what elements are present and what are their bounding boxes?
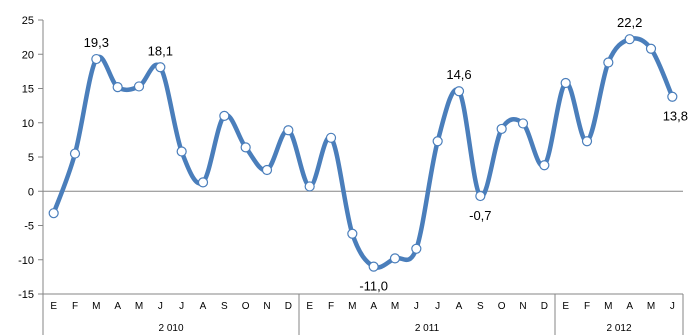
data-point-marker: [645, 43, 657, 54]
y-axis: 25 20 15 10 5 0 -5 -10 -15: [18, 15, 44, 335]
data-point-marker: [432, 136, 443, 147]
data-point-marker: [283, 125, 294, 136]
data-point-marker: [368, 261, 379, 272]
month-tick-label: S: [477, 301, 484, 312]
y-tick-label: 0: [28, 186, 34, 198]
data-label: 22,2: [617, 15, 642, 30]
y-tick-label: 20: [22, 49, 34, 61]
month-tick-label: N: [263, 301, 270, 312]
x-axis: E F M A M J J A S O N D E F M A M J J A S O N D E F M A M J 2 010 2 011…: [42, 190, 684, 335]
data-labels: 19,3 18,1 -11,0 14,6 -0,7 22,2 13,8: [84, 15, 688, 293]
month-tick-label: J: [435, 301, 440, 312]
month-tick-label: A: [370, 301, 377, 312]
month-tick-label: E: [50, 301, 57, 312]
data-point-marker: [155, 62, 166, 73]
data-point-marker: [539, 160, 550, 171]
month-tick-label: A: [456, 301, 463, 312]
data-point-marker: [112, 82, 123, 93]
data-point-marker: [581, 136, 593, 147]
month-tick-label: O: [242, 301, 250, 312]
data-point-marker: [560, 77, 571, 89]
month-tick-label: D: [541, 301, 548, 312]
series-line: [51, 36, 675, 270]
data-point-marker: [517, 118, 529, 129]
month-tick-label: A: [626, 301, 633, 312]
data-point-marker: [197, 177, 209, 188]
data-point-marker: [304, 181, 315, 192]
y-tick-label: -5: [24, 221, 34, 233]
month-tick-label: E: [306, 301, 313, 312]
month-tick-label: A: [114, 301, 121, 312]
month-tick-label: M: [647, 301, 655, 312]
month-tick-label: S: [221, 301, 228, 312]
y-tick-label: -15: [18, 289, 34, 301]
data-label: -11,0: [359, 279, 388, 294]
data-point-marker: [133, 81, 145, 92]
data-point-marker: [667, 91, 678, 102]
year-label: 2 010: [158, 323, 183, 334]
y-tick-label: 15: [22, 84, 34, 96]
month-tick-label: J: [670, 301, 675, 312]
data-point-marker: [240, 142, 251, 153]
month-tick-label: J: [158, 301, 163, 312]
month-tick-label: A: [200, 301, 207, 312]
month-tick-label: J: [179, 301, 184, 312]
data-label: -0,7: [469, 208, 491, 223]
year-label: 2 012: [606, 323, 631, 334]
year-label: 2 011: [415, 323, 440, 334]
month-tick-label: F: [328, 301, 334, 312]
data-label: 18,1: [148, 43, 173, 58]
data-point-marker: [219, 110, 230, 122]
data-point-marker: [603, 57, 614, 68]
data-label: 19,3: [84, 35, 109, 50]
month-tick-label: E: [562, 301, 569, 312]
month-tick-label: M: [135, 301, 143, 312]
data-point-marker: [176, 146, 187, 157]
month-tick-label: M: [92, 301, 100, 312]
month-tick-label: J: [414, 301, 419, 312]
month-tick-label: N: [519, 301, 526, 312]
data-point-marker: [261, 164, 273, 176]
data-point-marker: [48, 208, 59, 219]
y-tick-label: -10: [18, 255, 34, 267]
y-tick-label: 25: [22, 15, 34, 27]
y-tick-label: 10: [22, 118, 34, 130]
data-label: 13,8: [663, 109, 688, 124]
data-point-marker: [347, 228, 358, 239]
month-tick-label: F: [72, 301, 78, 312]
month-tick-label: M: [348, 301, 356, 312]
data-point-marker: [325, 132, 337, 143]
data-series: [48, 34, 678, 272]
data-point-marker: [453, 86, 465, 97]
y-tick-label: 5: [28, 152, 34, 164]
month-tick-label: M: [391, 301, 399, 312]
month-tick-label: O: [498, 301, 506, 312]
data-point-marker: [624, 34, 635, 45]
month-tick-label: M: [604, 301, 612, 312]
data-point-marker: [411, 243, 422, 254]
data-point-marker: [475, 190, 486, 202]
data-point-marker: [496, 123, 507, 135]
data-point-marker: [91, 53, 102, 65]
data-point-marker: [389, 253, 401, 264]
month-tick-label: F: [584, 301, 590, 312]
data-label: 14,6: [446, 67, 471, 82]
month-tick-label: D: [285, 301, 292, 312]
data-point-marker: [69, 148, 81, 159]
